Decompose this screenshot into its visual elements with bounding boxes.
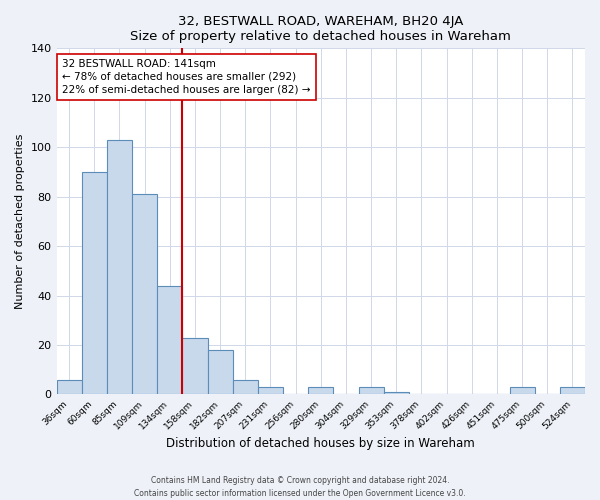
Bar bbox=[258, 387, 283, 394]
Bar bbox=[132, 194, 157, 394]
Bar bbox=[560, 387, 585, 394]
Bar bbox=[82, 172, 107, 394]
Bar bbox=[107, 140, 132, 394]
Bar bbox=[208, 350, 233, 395]
Bar bbox=[182, 338, 208, 394]
Title: 32, BESTWALL ROAD, WAREHAM, BH20 4JA
Size of property relative to detached house: 32, BESTWALL ROAD, WAREHAM, BH20 4JA Siz… bbox=[130, 15, 511, 43]
Text: Contains HM Land Registry data © Crown copyright and database right 2024.
Contai: Contains HM Land Registry data © Crown c… bbox=[134, 476, 466, 498]
Bar bbox=[233, 380, 258, 394]
Bar bbox=[56, 380, 82, 394]
Bar bbox=[157, 286, 182, 395]
X-axis label: Distribution of detached houses by size in Wareham: Distribution of detached houses by size … bbox=[166, 437, 475, 450]
Bar bbox=[308, 387, 334, 394]
Bar bbox=[359, 387, 383, 394]
Bar bbox=[509, 387, 535, 394]
Y-axis label: Number of detached properties: Number of detached properties bbox=[15, 134, 25, 309]
Text: 32 BESTWALL ROAD: 141sqm
← 78% of detached houses are smaller (292)
22% of semi-: 32 BESTWALL ROAD: 141sqm ← 78% of detach… bbox=[62, 58, 310, 95]
Bar bbox=[383, 392, 409, 394]
